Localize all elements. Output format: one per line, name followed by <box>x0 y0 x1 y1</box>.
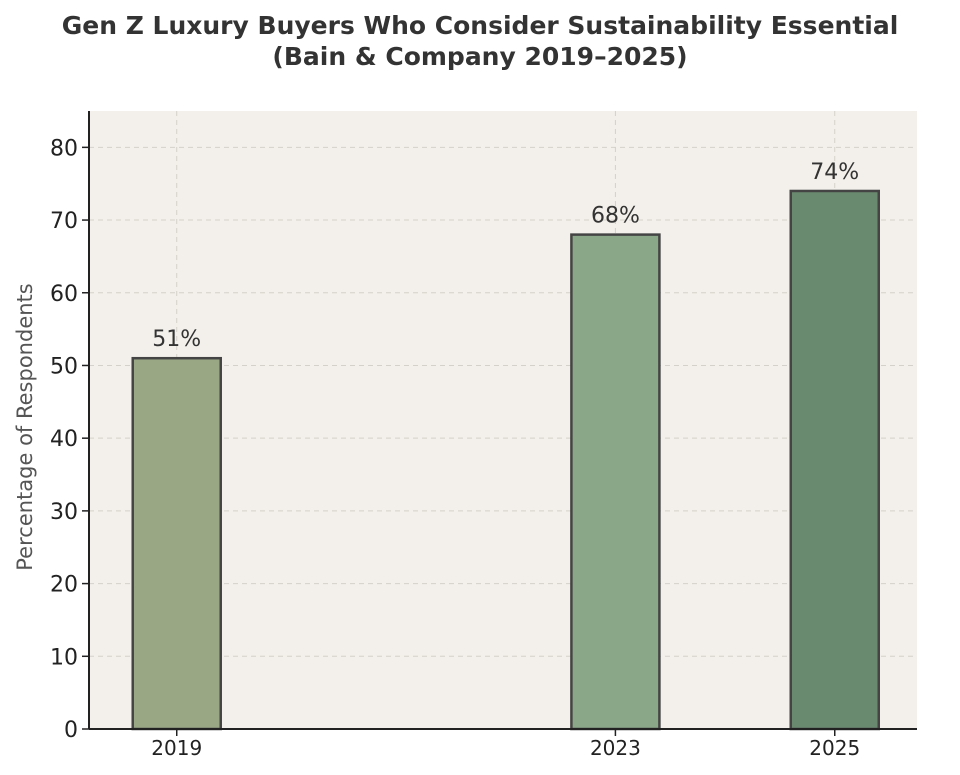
bars <box>131 189 880 731</box>
chart-title: Gen Z Luxury Buyers Who Consider Sustain… <box>0 10 960 72</box>
y-ticks: 0 10 20 30 40 50 60 70 80 <box>50 136 89 743</box>
y-axis-label: Percentage of Respondents <box>13 283 37 570</box>
y-tick-label: 10 <box>50 645 78 670</box>
bar <box>789 189 880 731</box>
plot-background <box>89 111 917 729</box>
data-label: 51% <box>152 327 201 352</box>
bar <box>131 356 222 731</box>
chart-title-line: Gen Z Luxury Buyers Who Consider Sustain… <box>61 11 899 40</box>
x-tick-label: 2019 <box>151 736 202 760</box>
data-label: 68% <box>591 204 640 229</box>
y-tick-label: 80 <box>50 136 78 161</box>
axes <box>88 111 917 730</box>
y-tick-label: 40 <box>50 427 78 452</box>
data-labels: 51% 68% 74% <box>152 160 859 352</box>
x-ticks: 2019 2023 2025 <box>151 729 860 760</box>
chart-subtitle: (Bain & Company 2019–2025) <box>272 42 688 71</box>
y-tick-label: 50 <box>50 354 78 379</box>
x-tick-label: 2025 <box>809 736 860 760</box>
y-tick-label: 70 <box>50 209 78 234</box>
y-tick-label: 20 <box>50 573 78 598</box>
y-tick-label: 30 <box>50 500 78 525</box>
y-tick-label: 60 <box>50 282 78 307</box>
data-label: 74% <box>810 160 859 185</box>
bar <box>570 233 661 731</box>
x-tick-label: 2023 <box>590 736 641 760</box>
y-tick-label: 0 <box>64 718 78 743</box>
